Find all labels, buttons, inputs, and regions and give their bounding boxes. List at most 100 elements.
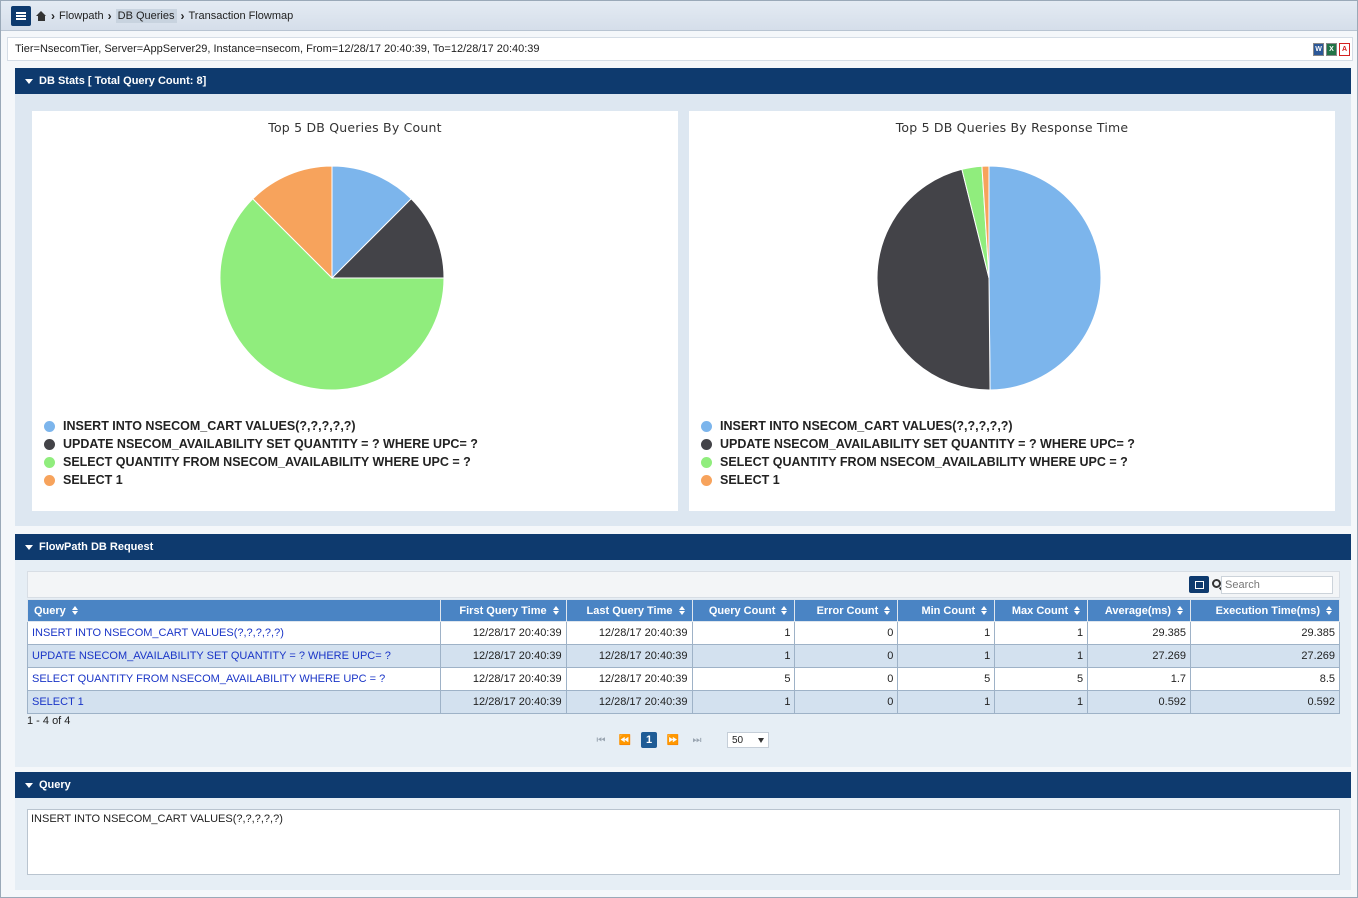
- legend-item-update[interactable]: UPDATE NSECOM_AVAILABILITY SET QUANTITY …: [44, 435, 478, 453]
- cell-query-count: 1: [691, 644, 796, 668]
- pie-slice-insert[interactable]: [331, 165, 412, 280]
- legend-label: UPDATE NSECOM_AVAILABILITY SET QUANTITY …: [720, 437, 1135, 451]
- pie-slice-update[interactable]: [876, 168, 991, 391]
- pie-chart-by-count: [219, 165, 445, 391]
- cell-error-count: 0: [794, 667, 899, 691]
- legend-label: SELECT QUANTITY FROM NSECOM_AVAILABILITY…: [63, 455, 471, 469]
- prev-page-icon[interactable]: ⏪: [618, 734, 632, 746]
- cell-query-link[interactable]: SELECT 1: [27, 690, 441, 714]
- rows-per-page-select[interactable]: 50: [727, 732, 769, 748]
- chevron-right-icon: ›: [51, 8, 55, 23]
- cell-last-query-time: 12/28/17 20:40:39: [565, 667, 693, 691]
- search-icon[interactable]: [1212, 579, 1221, 588]
- filter-info-text: Tier=NsecomTier, Server=AppServer29, Ins…: [15, 43, 540, 55]
- sort-icon: [678, 606, 686, 616]
- col-header-last-query-time[interactable]: Last Query Time: [565, 599, 693, 622]
- next-page-icon[interactable]: ⏩: [666, 734, 680, 746]
- export-pdf-icon[interactable]: A: [1339, 43, 1350, 56]
- col-header-max-count[interactable]: Max Count: [994, 599, 1089, 622]
- cell-average: 29.385: [1087, 621, 1192, 645]
- cell-error-count: 0: [794, 690, 899, 714]
- chevron-down-icon: [758, 737, 764, 743]
- legend-label: SELECT 1: [720, 473, 780, 487]
- col-header-label: Error Count: [816, 604, 879, 617]
- table-row[interactable]: INSERT INTO NSECOM_CART VALUES(?,?,?,?,?…: [27, 621, 1340, 645]
- col-header-label: Query: [34, 604, 66, 617]
- db-stats-title: DB Stats [ Total Query Count: 8]: [39, 75, 207, 87]
- table-row[interactable]: SELECT QUANTITY FROM NSECOM_AVAILABILITY…: [27, 667, 1340, 691]
- legend-item-select-1[interactable]: SELECT 1: [44, 471, 478, 489]
- cell-query-link[interactable]: UPDATE NSECOM_AVAILABILITY SET QUANTITY …: [27, 644, 441, 668]
- legend-item-insert[interactable]: INSERT INTO NSECOM_CART VALUES(?,?,?,?,?…: [701, 417, 1135, 435]
- column-toggle-icon[interactable]: [1189, 576, 1209, 593]
- table-row[interactable]: SELECT 1 12/28/17 20:40:39 12/28/17 20:4…: [27, 690, 1340, 714]
- sort-icon: [552, 606, 560, 616]
- page-button-current[interactable]: 1: [641, 732, 657, 748]
- pie-slice-select-1[interactable]: [252, 165, 333, 280]
- pie-slice-update[interactable]: [330, 198, 445, 279]
- db-request-table: Query First Query Time Last Query Time Q…: [27, 599, 1340, 714]
- cell-query-link[interactable]: INSERT INTO NSECOM_CART VALUES(?,?,?,?,?…: [27, 621, 441, 645]
- caret-down-icon: [25, 78, 33, 84]
- chart-title: Top 5 DB Queries By Count: [268, 120, 442, 135]
- cell-error-count: 0: [794, 621, 899, 645]
- search-input[interactable]: [1221, 576, 1333, 594]
- cell-average: 0.592: [1087, 690, 1192, 714]
- legend-item-select-quantity[interactable]: SELECT QUANTITY FROM NSECOM_AVAILABILITY…: [44, 453, 478, 471]
- menu-icon[interactable]: [11, 5, 31, 26]
- col-header-label: Last Query Time: [586, 604, 673, 617]
- col-header-average[interactable]: Average(ms): [1087, 599, 1192, 622]
- col-header-min-count[interactable]: Min Count: [897, 599, 996, 622]
- chart-title: Top 5 DB Queries By Response Time: [895, 120, 1129, 135]
- col-header-first-query-time[interactable]: First Query Time: [439, 599, 567, 622]
- sort-icon: [1326, 606, 1333, 616]
- query-header[interactable]: Query: [15, 772, 1351, 798]
- breadcrumb-transaction-flowmap[interactable]: Transaction Flowmap: [188, 9, 294, 22]
- db-stats-header[interactable]: DB Stats [ Total Query Count: 8]: [15, 68, 1351, 94]
- export-word-icon[interactable]: W: [1313, 43, 1324, 56]
- legend-item-select-quantity[interactable]: SELECT QUANTITY FROM NSECOM_AVAILABILITY…: [701, 453, 1135, 471]
- cell-first-query-time: 12/28/17 20:40:39: [439, 644, 567, 668]
- cell-execution-time: 8.5: [1190, 667, 1340, 691]
- breadcrumb-db-queries[interactable]: DB Queries: [115, 8, 177, 23]
- flowpath-db-request-panel: Query First Query Time Last Query Time Q…: [15, 560, 1351, 767]
- home-icon[interactable]: [36, 10, 47, 21]
- legend-marker: [701, 420, 712, 432]
- paginator: ⏮ ⏪ 1 ⏩ ⏭ 50: [593, 732, 769, 748]
- cell-max-count: 1: [994, 621, 1089, 645]
- cell-average: 1.7: [1087, 667, 1192, 691]
- query-panel: INSERT INTO NSECOM_CART VALUES(?,?,?,?,?…: [15, 798, 1351, 890]
- breadcrumb-flowpath[interactable]: Flowpath: [59, 9, 104, 22]
- filter-info-bar: Tier=NsecomTier, Server=AppServer29, Ins…: [7, 37, 1353, 61]
- cell-min-count: 1: [897, 690, 996, 714]
- export-excel-icon[interactable]: X: [1326, 43, 1337, 56]
- table-row[interactable]: UPDATE NSECOM_AVAILABILITY SET QUANTITY …: [27, 644, 1340, 668]
- pie-slice-select-quantity[interactable]: [219, 198, 445, 391]
- last-page-icon[interactable]: ⏭: [692, 734, 702, 746]
- cell-average: 27.269: [1087, 644, 1192, 668]
- col-header-query-count[interactable]: Query Count: [691, 599, 796, 622]
- col-header-execution-time[interactable]: Execution Time(ms): [1190, 599, 1340, 622]
- col-header-label: Execution Time(ms): [1215, 604, 1320, 617]
- col-header-error-count[interactable]: Error Count: [794, 599, 899, 622]
- col-header-query[interactable]: Query: [27, 599, 441, 622]
- cell-query-count: 1: [691, 690, 796, 714]
- query-text-area[interactable]: INSERT INTO NSECOM_CART VALUES(?,?,?,?,?…: [27, 809, 1340, 875]
- cell-error-count: 0: [794, 644, 899, 668]
- col-header-label: Max Count: [1011, 604, 1069, 617]
- breadcrumb: › Flowpath › DB Queries › Transaction Fl…: [36, 8, 294, 23]
- cell-min-count: 5: [897, 667, 996, 691]
- cell-query-link[interactable]: SELECT QUANTITY FROM NSECOM_AVAILABILITY…: [27, 667, 441, 691]
- caret-down-icon: [25, 544, 33, 550]
- legend-item-update[interactable]: UPDATE NSECOM_AVAILABILITY SET QUANTITY …: [701, 435, 1135, 453]
- cell-last-query-time: 12/28/17 20:40:39: [565, 644, 693, 668]
- legend-item-insert[interactable]: INSERT INTO NSECOM_CART VALUES(?,?,?,?,?…: [44, 417, 478, 435]
- sort-icon: [1074, 606, 1081, 616]
- first-page-icon[interactable]: ⏮: [596, 734, 606, 746]
- pie-slice-insert[interactable]: [988, 165, 1102, 391]
- pie-slice-select-1[interactable]: [981, 165, 990, 279]
- flowpath-db-request-header[interactable]: FlowPath DB Request: [15, 534, 1351, 560]
- legend-item-select-1[interactable]: SELECT 1: [701, 471, 1135, 489]
- cell-query-count: 1: [691, 621, 796, 645]
- sort-icon: [981, 606, 988, 616]
